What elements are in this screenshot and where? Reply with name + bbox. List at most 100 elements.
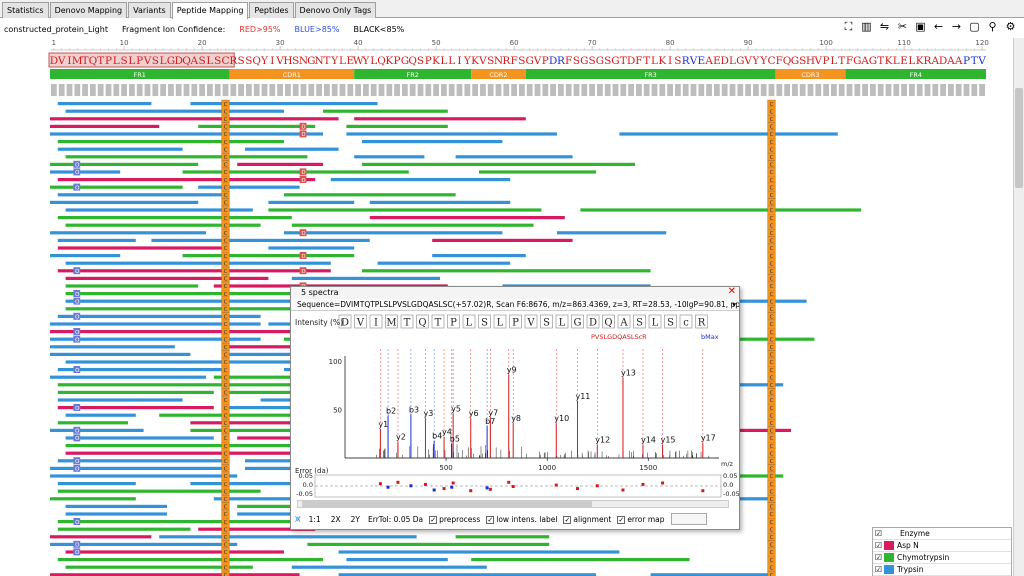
zoom-2y-button[interactable]: 2Y <box>350 514 360 524</box>
chevron-down-icon[interactable]: ▾ <box>732 300 736 309</box>
legend-all-checkbox[interactable]: ☑ <box>874 529 883 538</box>
zoom-icon[interactable]: ▢ <box>969 20 980 33</box>
label-icon[interactable]: ▣ <box>915 20 926 33</box>
bars-icon[interactable]: ▥ <box>861 20 872 33</box>
region-label: CDR3 <box>801 71 819 79</box>
search-icon[interactable]: ⚲ <box>988 20 997 33</box>
cysteine-marker <box>221 464 230 472</box>
cysteine-marker <box>767 472 776 480</box>
legend-header-label: Enzyme <box>900 529 930 538</box>
cysteine-marker-label: C <box>224 277 228 283</box>
cysteine-marker <box>767 305 776 313</box>
preprocess-checkbox[interactable]: ✓ preprocess <box>429 514 481 524</box>
peptide-bar <box>50 428 144 432</box>
scissors-icon[interactable]: ✂ <box>897 20 908 33</box>
cysteine-marker <box>767 365 776 374</box>
alignment-checkbox[interactable]: ✓ alignment <box>563 514 612 524</box>
ratio-1-1-button[interactable]: 1:1 <box>308 514 321 524</box>
ion-peak-label: y15 <box>661 435 676 444</box>
legend-item-chymotrypsin[interactable]: ☑ Chymotrypsin <box>873 552 1011 564</box>
cysteine-marker <box>767 320 776 328</box>
deamidation-marker <box>299 122 307 130</box>
forward-arrow-icon[interactable]: → <box>951 20 962 33</box>
coverage-depth-cell <box>776 84 783 96</box>
ion-peak-label: y7 <box>488 408 498 417</box>
spectrum-horizontal-scrollbar[interactable] <box>297 500 729 508</box>
cysteine-marker-label: C <box>770 102 774 108</box>
scrollbar-thumb[interactable] <box>1015 88 1023 188</box>
cysteine-marker <box>767 510 776 518</box>
cysteine-marker-label: C <box>770 459 774 465</box>
cysteine-marker-label: C <box>224 489 228 495</box>
cysteine-marker-label: C <box>770 489 774 495</box>
coverage-map[interactable]: 1 10 20 30 40 50 60 70 80 90 100 110 120 D V I M T Q T P L S L P… <box>0 38 1012 576</box>
cysteine-marker-label: C <box>770 497 774 503</box>
ion-peak-label: y2 <box>396 433 406 442</box>
error-point <box>701 489 705 493</box>
peptide-bar <box>50 535 152 539</box>
oxidation-marker <box>73 434 81 442</box>
settings-icon[interactable]: ⚙ <box>1005 20 1016 33</box>
residue-box <box>447 314 460 329</box>
spectrum-extra-field[interactable] <box>670 513 707 525</box>
coverage-depth-cell <box>316 84 322 96</box>
low-intensity-label-checkbox[interactable]: ✓ low intens. label <box>486 514 558 524</box>
cysteine-marker <box>767 396 776 404</box>
peptide-bar <box>432 238 573 242</box>
sequence-residue: V <box>977 55 986 67</box>
cysteine-marker-label: C <box>224 459 228 465</box>
tab-denovo-mapping[interactable]: Denovo Mapping <box>49 2 128 18</box>
ion-peak-label: y17 <box>701 433 716 442</box>
sequence-residue: R <box>924 55 933 67</box>
cysteine-marker <box>221 327 230 336</box>
peptide-bar <box>362 140 503 144</box>
peptide-bar <box>50 330 316 334</box>
back-arrow-icon[interactable]: ← <box>933 20 944 33</box>
legend-checkbox[interactable]: ☑ <box>874 565 883 574</box>
peptide-bar <box>50 254 121 258</box>
region-bar <box>354 69 472 79</box>
spectrum-scrollbar-thumb[interactable] <box>302 501 592 507</box>
tab-variants[interactable]: Variants <box>128 2 171 18</box>
coverage-depth-cell <box>339 84 346 96</box>
cysteine-marker <box>221 479 230 488</box>
legend-checkbox[interactable]: ☑ <box>874 541 883 550</box>
coverage-depth-cell <box>402 84 408 96</box>
cysteine-marker <box>767 99 776 108</box>
spectrum-options: ⩙ 1:1 2X 2Y ErrTol: 0.05 Da ✓ preprocess … <box>295 511 707 527</box>
peptide-bar <box>50 474 238 478</box>
sequence-residue: S <box>604 55 611 67</box>
sequence-residue: S <box>237 55 244 67</box>
cysteine-marker-label: C <box>224 117 228 123</box>
peptide-bar <box>50 117 339 121</box>
peptide-bar <box>65 284 199 288</box>
ion-peak-label: y8 <box>511 414 521 423</box>
tab-peptides[interactable]: Peptides <box>249 2 294 18</box>
fit-icon[interactable]: ⛶ <box>844 20 853 33</box>
tab-statistics[interactable]: Statistics <box>2 2 49 18</box>
spectrum-sequence-select[interactable]: Sequence=DVIMTQTPLSLPVSLGDQASLSC(+57.02)… <box>291 299 739 311</box>
coverage-depth-cell <box>487 84 494 96</box>
cysteine-marker-label: C <box>770 216 774 222</box>
tab-denovo-only-tags[interactable]: Denovo Only Tags <box>294 2 377 18</box>
peptide-bar <box>159 535 417 539</box>
cysteine-marker-label: C <box>224 284 228 290</box>
legend-checkbox[interactable]: ☑ <box>874 553 883 562</box>
vertical-scrollbar[interactable] <box>1013 38 1024 576</box>
cysteine-marker <box>221 487 230 495</box>
error-map-checkbox[interactable]: ✓ error map <box>617 514 665 524</box>
legend-item-asp-n[interactable]: ☑ Asp N <box>873 540 1011 552</box>
legend-item-trypsin[interactable]: ☑ Trypsin <box>873 564 1011 576</box>
cysteine-marker-label: C <box>224 254 228 260</box>
cysteine-marker-label: C <box>224 269 228 275</box>
close-icon[interactable]: ✕ <box>727 286 736 297</box>
sequence-residue: S <box>573 55 580 67</box>
tab-peptide-mapping[interactable]: Peptide Mapping <box>171 2 249 19</box>
sequence-residue: I <box>270 55 274 67</box>
cysteine-marker <box>221 335 230 343</box>
zoom-2x-button[interactable]: 2X <box>330 514 341 524</box>
coverage-depth-cell <box>370 84 377 96</box>
cysteine-marker <box>767 441 776 450</box>
enzyme-icon[interactable]: ⇋ <box>879 20 890 33</box>
